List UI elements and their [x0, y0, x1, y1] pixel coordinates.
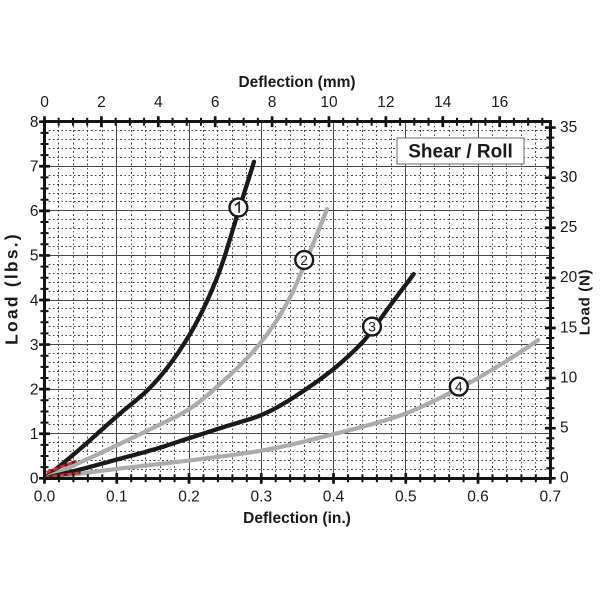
svg-text:0.4: 0.4 — [323, 489, 345, 506]
svg-text:2: 2 — [97, 94, 106, 111]
svg-text:4: 4 — [455, 379, 463, 395]
svg-text:5: 5 — [560, 420, 569, 437]
svg-text:2: 2 — [30, 381, 39, 398]
svg-text:Shear / Roll: Shear / Roll — [408, 142, 513, 163]
svg-text:0.0: 0.0 — [34, 489, 56, 506]
svg-text:Deflection (mm): Deflection (mm) — [238, 74, 355, 91]
svg-text:0.5: 0.5 — [395, 489, 417, 506]
svg-text:0.6: 0.6 — [467, 489, 489, 506]
svg-text:0.3: 0.3 — [251, 489, 273, 506]
svg-text:10: 10 — [560, 369, 578, 386]
svg-text:8: 8 — [268, 94, 277, 111]
svg-text:0: 0 — [560, 470, 569, 487]
svg-text:0.1: 0.1 — [106, 489, 128, 506]
svg-text:10: 10 — [320, 94, 338, 111]
svg-text:Load (lbs.): Load (lbs.) — [1, 232, 21, 345]
svg-text:30: 30 — [560, 169, 578, 186]
svg-text:25: 25 — [560, 219, 577, 236]
svg-text:16: 16 — [491, 94, 508, 111]
svg-text:0: 0 — [30, 471, 39, 488]
svg-text:Deflection (in.): Deflection (in.) — [243, 510, 351, 527]
svg-text:6: 6 — [211, 94, 220, 111]
svg-text:3: 3 — [368, 319, 376, 335]
svg-text:Load (N): Load (N) — [577, 269, 594, 335]
svg-text:0.2: 0.2 — [178, 489, 200, 506]
svg-text:35: 35 — [560, 119, 577, 136]
svg-text:4: 4 — [154, 94, 163, 111]
svg-text:0.7: 0.7 — [540, 489, 562, 506]
svg-text:4: 4 — [30, 292, 39, 309]
svg-text:12: 12 — [377, 94, 394, 111]
svg-text:7: 7 — [30, 159, 39, 176]
svg-text:3: 3 — [30, 337, 39, 354]
svg-text:14: 14 — [434, 94, 452, 111]
svg-text:1: 1 — [30, 426, 39, 443]
svg-text:5: 5 — [30, 248, 39, 265]
svg-text:8: 8 — [30, 114, 39, 131]
svg-text:15: 15 — [560, 319, 577, 336]
svg-text:20: 20 — [560, 269, 578, 286]
svg-text:0: 0 — [40, 94, 49, 111]
svg-text:6: 6 — [30, 203, 39, 220]
svg-text:2: 2 — [300, 252, 308, 268]
